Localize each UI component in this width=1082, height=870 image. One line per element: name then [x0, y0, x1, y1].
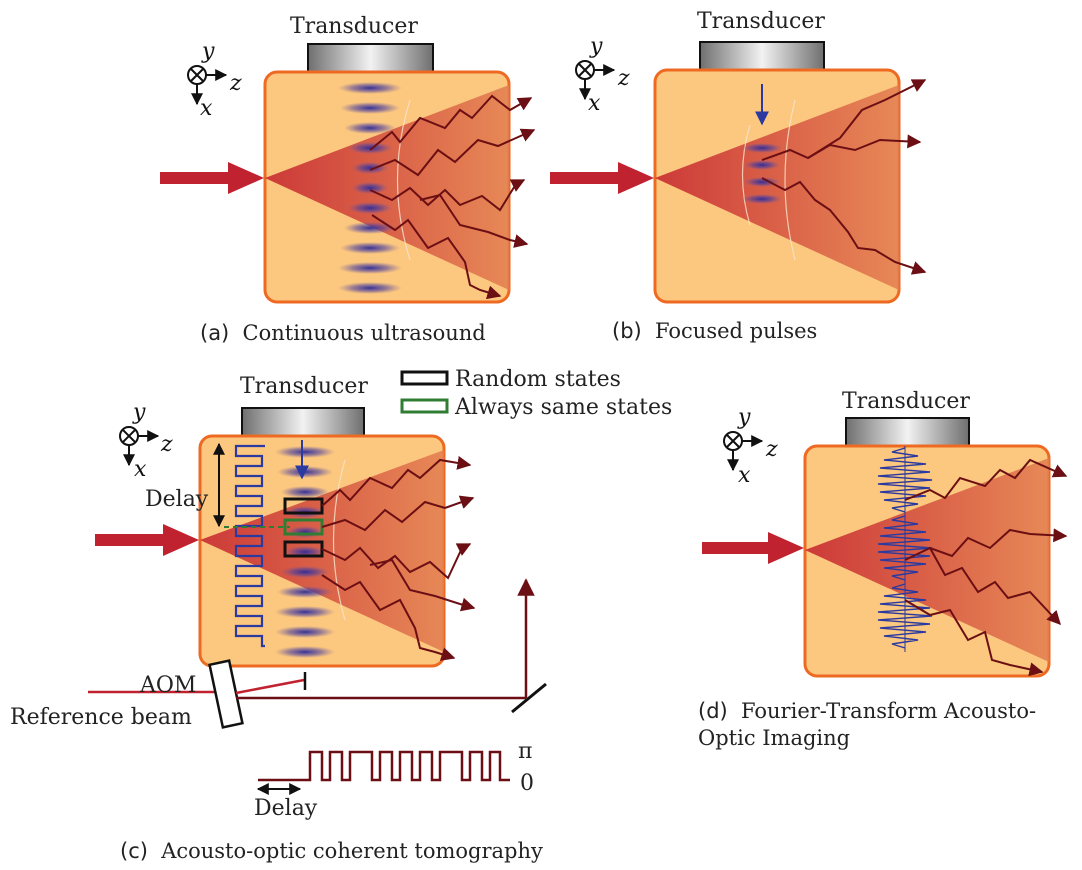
axis-y-label-d: y	[737, 405, 751, 430]
svg-text:(b) Focused pulses: (b) Focused pulses	[612, 319, 817, 343]
axis-y-label: y	[201, 39, 215, 64]
caption-text-b: Focused pulses	[655, 319, 817, 343]
delay-label-c: Delay	[145, 487, 209, 512]
ultrasound-column-a	[338, 82, 402, 294]
incident-beam-c	[95, 524, 199, 556]
scatter-paths-b	[761, 79, 927, 275]
ultrasound-pulse-b	[742, 143, 782, 204]
panel-a: y z x Transducer	[160, 14, 536, 345]
scatter-paths-c	[321, 456, 476, 661]
legend-random-swatch	[400, 370, 449, 386]
axis-x-label-c: x	[134, 457, 147, 482]
axis-triad-a: y z x	[187, 39, 242, 121]
pi-label: π	[518, 739, 532, 764]
scatter-paths-a	[369, 94, 536, 300]
transducer-label-b: Transducer	[697, 9, 825, 34]
axis-z-label: z	[229, 71, 242, 96]
aom-first-order-beam	[235, 678, 305, 695]
axis-y-label-c: y	[132, 400, 146, 425]
aom-device	[208, 659, 244, 729]
light-cone-b	[655, 85, 899, 290]
transducer-d	[845, 417, 970, 447]
svg-text:(d) Fourier-Transform Ac: (d) Fourier-Transform Acousto-	[698, 699, 1036, 723]
reference-beam-label: Reference beam	[10, 705, 192, 730]
incident-beam-b	[550, 162, 654, 194]
caption-letter-a: (a)	[200, 321, 229, 345]
axis-z-label-c: z	[160, 432, 173, 457]
caption-letter-b: (b)	[612, 319, 642, 343]
axis-z-label-d: z	[765, 437, 778, 462]
incident-beam-a	[160, 162, 264, 194]
transducer-label-c: Transducer	[240, 374, 368, 399]
transducer-b	[699, 41, 825, 71]
transducer-label-d: Transducer	[842, 389, 970, 414]
zero-label: 0	[520, 771, 534, 796]
axis-x-label-d: x	[738, 463, 751, 488]
caption-text-c: Acousto-optic coherent tomography	[160, 839, 543, 863]
svg-text:(c) Acousto-optic cohere: (c) Acousto-optic coherent tomography	[120, 839, 543, 863]
light-cone-d	[805, 458, 1049, 662]
panel-b: y z x Transducer (b) Focused pulses	[550, 9, 927, 343]
beamsplitter-mirror	[511, 682, 547, 714]
svg-text:(a) Continuous ultrasoun: (a) Continuous ultrasound	[200, 321, 486, 345]
axis-triad-b: y z x	[575, 34, 630, 116]
axis-triad-c: y z x	[119, 400, 173, 482]
axis-x-label-b: x	[588, 91, 601, 116]
axis-z-label-b: z	[617, 66, 630, 91]
axis-y-label-b: y	[589, 34, 603, 59]
panel-c: y z x Transducer Delay	[10, 374, 547, 863]
legend-same-label: Always same states	[454, 395, 672, 420]
panel-d: y z x Transducer (d) Fourier-Transform A…	[698, 389, 1068, 750]
caption-letter-d: (d)	[698, 699, 728, 723]
legend-same-swatch	[400, 398, 449, 414]
axis-triad-d: y z x	[723, 405, 778, 488]
phase-square-wave-horizontal	[258, 750, 510, 782]
phase-square-wave-c	[234, 444, 265, 648]
axis-x-label: x	[200, 96, 213, 121]
caption-letter-c: (c)	[120, 839, 148, 863]
caption-text-d-line2: Optic Imaging	[698, 726, 850, 750]
transducer-label-a: Transducer	[290, 14, 418, 39]
scatter-paths-d	[904, 458, 1068, 677]
transducer-a	[307, 43, 434, 73]
incident-beam-d	[702, 532, 804, 564]
aom-label: AOM	[139, 673, 196, 698]
caption-text-a: Continuous ultrasound	[243, 321, 486, 345]
delay-label-bottom: Delay	[254, 796, 318, 821]
legend: Random states Always same states	[400, 367, 672, 420]
transducer-c	[241, 407, 365, 437]
caption-text-d-line1: Fourier-Transform Acousto-	[741, 699, 1036, 723]
legend-random-label: Random states	[455, 367, 621, 392]
